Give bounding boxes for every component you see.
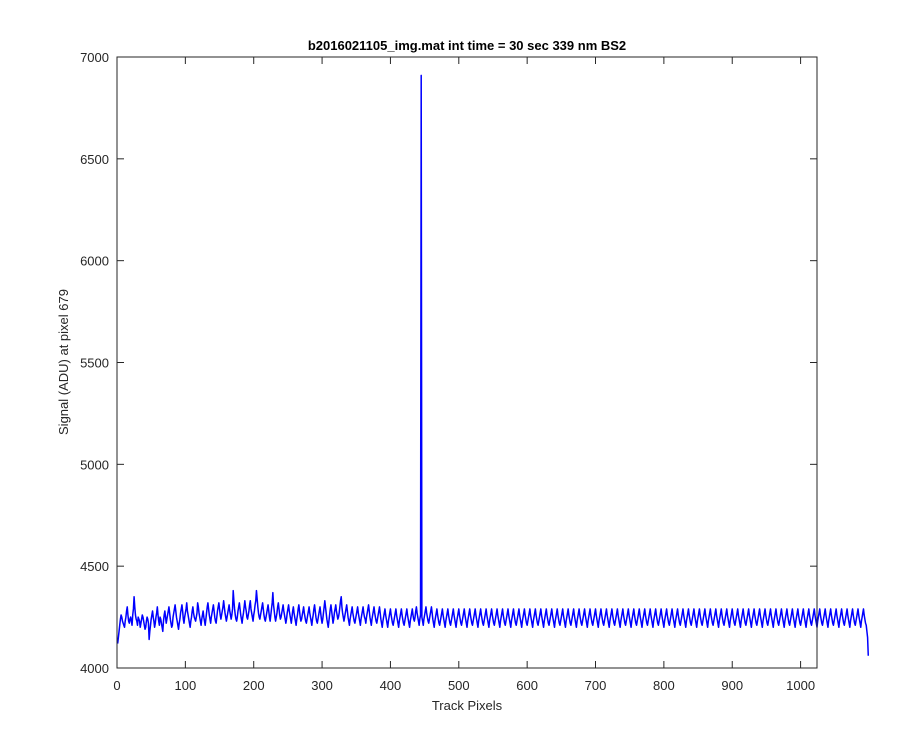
x-tick-label: 0 [113,678,120,693]
plot-area: 0 100 200 300 400 500 600 700 800 900 1000 4000 450… [80,50,870,693]
x-tick-label: 800 [653,678,675,693]
x-tick-label: 300 [311,678,333,693]
y-tick-label: 6500 [80,152,109,167]
x-tick-label: 700 [585,678,607,693]
y-tick-label: 4500 [80,559,109,574]
x-tick-label: 100 [175,678,197,693]
y-axis-ticks: 4000 4500 5000 5500 6000 6500 7000 [80,50,817,676]
y-tick-label: 6000 [80,254,109,269]
series-layer [116,74,870,656]
y-tick-label: 5000 [80,457,109,472]
axes-background [117,57,817,668]
series-line-0 [116,74,870,656]
y-tick-label: 5500 [80,356,109,371]
x-axis-ticks: 0 100 200 300 400 500 600 700 800 900 1000 [113,57,815,693]
x-tick-label: 1000 [786,678,815,693]
x-tick-label: 400 [380,678,402,693]
x-tick-label: 900 [721,678,743,693]
y-axis-label: Signal (ADU) at pixel 679 [56,289,71,435]
x-axis-label: Track Pixels [432,698,503,713]
x-tick-label: 600 [516,678,538,693]
y-tick-label: 4000 [80,661,109,676]
x-tick-label: 200 [243,678,265,693]
x-tick-label: 500 [448,678,470,693]
chart-title: b2016021105_img.mat int time = 30 sec 33… [308,38,626,53]
y-tick-label: 7000 [80,50,109,65]
